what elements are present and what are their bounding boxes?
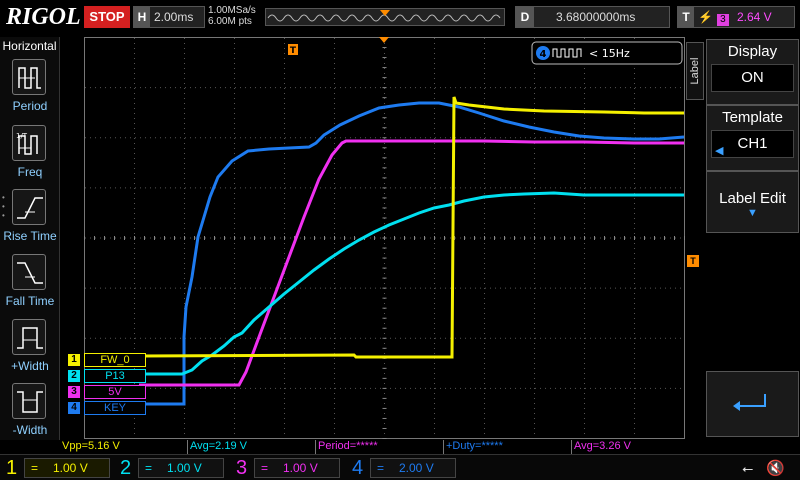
measurement-results: Vpp=5.16 V Avg=2.19 V Period=***** +Duty… xyxy=(60,440,705,454)
timebase-box[interactable]: H 2.00ms xyxy=(133,6,205,28)
svg-text:4: 4 xyxy=(540,49,547,60)
timebase-value: 2.00ms xyxy=(154,10,194,24)
pos-width-label: +Width xyxy=(11,359,49,373)
ch2-number: 2 xyxy=(120,457,132,479)
neg-width-label: -Width xyxy=(12,423,48,437)
measurement-item[interactable]: Avg=2.19 V xyxy=(187,440,247,454)
ch3-scale: 1.00 V xyxy=(283,461,318,475)
speaker-muted-icon[interactable]: 🔇 xyxy=(766,460,785,477)
measure-period[interactable]: Period xyxy=(0,59,60,125)
ch1-scale: 1.00 V xyxy=(53,461,88,475)
delay-label: D xyxy=(516,7,534,27)
ch4-coupling-icon: = xyxy=(377,461,385,475)
horizontal-measure-menu: Horizontal Period 1/T Freq • • • Rise Time… xyxy=(0,37,60,440)
measure-rise-time[interactable]: Rise Time xyxy=(0,189,60,255)
ch3-number: 3 xyxy=(236,457,248,479)
ch1-fw0-waveform xyxy=(138,96,684,359)
neg-width-icon xyxy=(12,383,46,419)
memory-overview-waveform xyxy=(267,10,501,22)
memory-trigger-marker xyxy=(380,10,390,16)
ch2-p13-waveform xyxy=(139,191,684,376)
menu-title: Horizontal xyxy=(2,39,57,53)
waveform-display[interactable]: T 4 < 15Hz 1 FW_0 2 P13 3 5V 4 KEY xyxy=(68,37,686,440)
ch3-5v-waveform xyxy=(139,139,684,387)
chevron-down-icon: ▼ xyxy=(747,207,758,219)
svg-text:T: T xyxy=(290,46,297,56)
label-menu-tab[interactable]: Label xyxy=(686,42,704,100)
ch3-coupling-icon: = xyxy=(261,461,269,475)
ch1-number: 1 xyxy=(6,457,18,479)
pos-width-icon xyxy=(12,319,46,355)
period-icon xyxy=(12,59,46,95)
usb-icon: ⭠ xyxy=(742,460,754,476)
freq-label: Freq xyxy=(17,165,43,179)
measure-neg-width[interactable]: -Width xyxy=(0,383,60,449)
svg-text:< 15Hz: < 15Hz xyxy=(589,47,630,60)
ch4-number: 4 xyxy=(352,457,364,479)
label-tab-text: Label xyxy=(689,57,701,85)
fall-time-label: Fall Time xyxy=(5,294,55,308)
template-value: CH1 xyxy=(737,135,768,152)
delay-value: 3.68000000ms xyxy=(556,10,636,24)
chevron-left-icon: ◀ xyxy=(715,145,724,157)
template-title: Template xyxy=(722,109,783,126)
trigger-box[interactable]: T ⚡ 3 2.64 V xyxy=(677,6,795,28)
delay-box[interactable]: D 3.68000000ms xyxy=(515,6,670,28)
channel-status-bar: 1 = 1.00 V 2 = 1.00 V 3 = 1.00 V 4 = 2.0… xyxy=(0,454,800,480)
ch3-status[interactable]: 3 = 1.00 V xyxy=(230,455,348,480)
memory-depth: 6.00M pts xyxy=(208,16,252,27)
trigger-level-marker-t[interactable]: T xyxy=(687,255,699,267)
template-value-box: ◀ CH1 xyxy=(711,130,794,158)
ch2-coupling-icon: = xyxy=(145,461,153,475)
display-title: Display xyxy=(727,43,778,60)
run-stop-status[interactable]: STOP xyxy=(84,6,130,28)
template-softkey[interactable]: Template ◀ CH1 xyxy=(706,105,799,171)
svg-text:1/T: 1/T xyxy=(16,132,28,140)
trigger-time-marker[interactable]: T xyxy=(288,44,298,56)
rise-time-label: Rise Time xyxy=(3,229,57,243)
measure-fall-time[interactable]: Fall Time xyxy=(0,254,60,320)
fall-time-icon xyxy=(12,254,46,290)
display-softkey[interactable]: Display ON xyxy=(706,39,799,105)
measurement-item[interactable]: +Duty=***** xyxy=(443,440,503,454)
trigger-label: T xyxy=(678,7,694,27)
period-label: Period xyxy=(12,99,48,113)
ch2-status[interactable]: 2 = 1.00 V xyxy=(114,455,232,480)
rise-time-icon xyxy=(12,189,46,225)
trigger-level: 2.64 V xyxy=(736,10,772,24)
ch1-status[interactable]: 1 = 1.00 V xyxy=(0,455,118,480)
measurement-item[interactable]: Vpp=5.16 V xyxy=(62,440,120,452)
freq-icon: 1/T xyxy=(12,125,46,161)
frequency-counter-box: 4 < 15Hz xyxy=(531,41,683,65)
waveform-grid-svg: T 4 < 15Hz xyxy=(84,37,685,439)
label-edit-title: Label Edit xyxy=(719,190,786,207)
rising-edge-icon: ⚡ xyxy=(698,10,713,24)
return-softkey[interactable] xyxy=(706,371,799,437)
ch1-coupling-icon: = xyxy=(31,461,39,475)
ch4-status[interactable]: 4 = 2.00 V xyxy=(346,455,464,480)
scroll-dots: • • • xyxy=(2,193,5,220)
measure-pos-width[interactable]: +Width xyxy=(0,319,60,385)
timebase-label: H xyxy=(134,7,150,27)
ch2-scale: 1.00 V xyxy=(167,461,202,475)
trigger-source: 3 xyxy=(716,14,729,26)
sample-rate: 1.00MSa/s xyxy=(208,5,256,16)
ch4-scale: 2.00 V xyxy=(399,461,434,475)
acquisition-info: 1.00MSa/s 6.00M pts xyxy=(208,5,256,27)
measurement-item[interactable]: Period=***** xyxy=(315,440,378,454)
display-value: ON xyxy=(711,64,794,92)
return-icon xyxy=(733,394,766,411)
label-menu: Display ON Template ◀ CH1 Label Edit ▼ xyxy=(705,37,800,440)
measurement-item[interactable]: Avg=3.26 V xyxy=(571,440,631,454)
ch4-key-waveform xyxy=(139,101,685,406)
measure-freq[interactable]: 1/T Freq xyxy=(0,125,60,191)
rigol-logo: RIGOL xyxy=(6,4,81,30)
center-time-marker xyxy=(379,37,389,43)
memory-overview-strip[interactable] xyxy=(265,8,505,26)
label-edit-softkey[interactable]: Label Edit ▼ xyxy=(706,171,799,233)
top-status-bar: RIGOL STOP H 2.00ms 1.00MSa/s 6.00M pts D… xyxy=(0,0,800,34)
